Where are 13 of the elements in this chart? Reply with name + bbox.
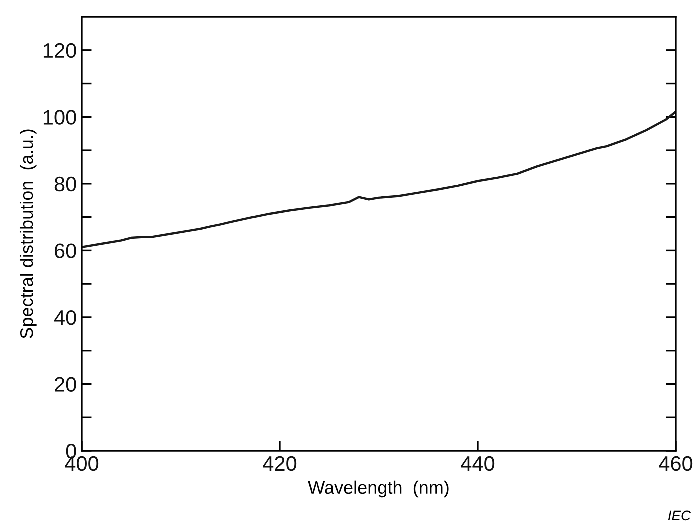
x-tick-label: 440 [461,456,495,472]
y-tick-label: 120 [44,43,76,58]
y-axis-title: Spectral distribution (a.u.) [20,130,37,339]
x-tick-label: 420 [263,456,297,472]
line-series [82,110,676,248]
text: IEC [668,510,692,521]
y-tick-label: 40 [54,310,76,326]
y-tick-label: 80 [54,176,76,192]
x-tick-label: 460 [659,456,693,472]
x-axis-title: Wavelength (nm) [308,480,449,498]
y-tick-label: 60 [55,244,76,258]
y-tick-label: 20 [55,377,76,392]
y-tick-label: 100 [44,110,76,125]
